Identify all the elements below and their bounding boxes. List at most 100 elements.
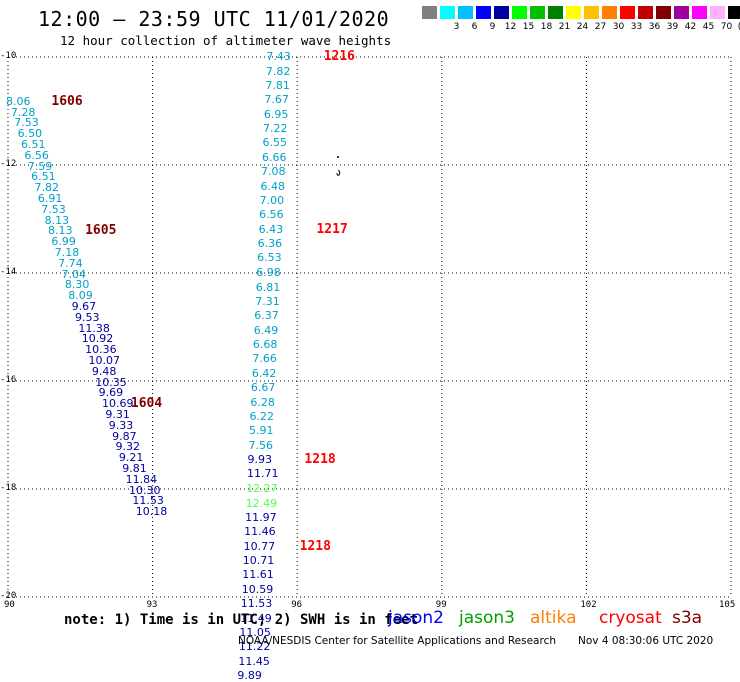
satellite-label-s3a: s3a <box>672 608 703 628</box>
wave-height-value: 7.82 <box>265 64 291 78</box>
legend-label: 70 <box>720 22 733 32</box>
wave-height-value: 7.22 <box>262 121 288 135</box>
wave-height-value: 9.93 <box>247 453 273 467</box>
wave-height-value: 11.22 <box>238 640 271 654</box>
wave-height-value: 7.53 <box>14 116 39 130</box>
wave-height-value: 9.67 <box>71 300 97 314</box>
wave-height-value: 9.89 <box>237 669 262 682</box>
wave-height-value: 8.13 <box>47 224 73 238</box>
wave-height-value: 6.53 <box>257 251 282 265</box>
y-tick-label: -14 <box>0 267 17 277</box>
wave-height-value: 7.18 <box>54 246 80 260</box>
wave-height-value: 7.82 <box>34 181 59 195</box>
wave-height-value: 10.36 <box>85 343 117 357</box>
y-tick-label: -10 <box>0 51 17 61</box>
wave-height-value: 6.48 <box>260 179 286 193</box>
wave-height-value: 7.59 <box>27 159 53 173</box>
legend-label: 36 <box>648 22 661 32</box>
satellite-label-cryosat: cryosat <box>599 608 662 628</box>
wave-height-value: 10.18 <box>135 505 168 519</box>
legend-swatch <box>584 6 599 19</box>
wave-height-value: 10.07 <box>88 354 120 368</box>
wave-height-value: 10.77 <box>243 539 276 553</box>
x-tick-label: 90 <box>4 600 15 610</box>
legend-swatch <box>548 6 563 19</box>
wave-height-value: 9.87 <box>112 429 137 443</box>
x-tick-label: 93 <box>146 600 158 610</box>
wave-height-value: 6.67 <box>250 381 276 395</box>
island-mark <box>337 156 339 158</box>
legend-label: 42 <box>684 22 697 32</box>
wave-height-value: 5.91 <box>248 424 274 438</box>
legend-swatch <box>440 6 455 19</box>
wave-height-value: 11.53 <box>132 494 164 508</box>
legend-swatch <box>530 6 545 19</box>
wave-height-value: 11.05 <box>239 626 271 640</box>
wave-height-value: 9.21 <box>118 451 144 465</box>
wave-height-value: 7.28 <box>10 105 36 119</box>
wave-height-value: 8.30 <box>64 278 90 292</box>
x-tick-label: 96 <box>291 600 303 610</box>
wave-height-value: 7.53 <box>41 202 66 216</box>
pass-label: 1606 <box>51 93 83 109</box>
y-tick-label: -12 <box>0 159 17 169</box>
wave-height-value: 7.74 <box>58 256 83 270</box>
wave-height-value: 6.43 <box>258 222 284 236</box>
legend-swatch <box>476 6 491 19</box>
pass-label: 1218 <box>304 452 336 468</box>
wave-height-value: 6.98 <box>256 266 281 279</box>
wave-height-value: 7.04 <box>61 267 86 281</box>
legend-label: 12 <box>504 22 517 32</box>
wave-height-value: 6.49 <box>253 323 279 337</box>
wave-height-value: 7.43 <box>266 50 291 63</box>
wave-height-value: 10.30 <box>128 483 161 497</box>
satellite-label-jason3: jason3 <box>459 608 515 628</box>
satellite-label-altika: altika <box>530 608 577 628</box>
wave-height-value: 6.28 <box>250 395 275 409</box>
timestamp: Nov 4 08:30:06 UTC 2020 <box>578 635 714 647</box>
y-tick-label: -18 <box>0 483 17 493</box>
legend-label: 24 <box>576 22 589 32</box>
x-tick-label: 102 <box>580 600 597 610</box>
pass-label: 1604 <box>130 396 163 412</box>
legend-label: 21 <box>558 22 571 32</box>
wave-height-value: 7.08 <box>261 165 286 179</box>
wave-height-value: 12.27 <box>246 482 278 495</box>
wave-height-value: 10.35 <box>95 375 127 389</box>
legend-label: 33 <box>630 22 643 32</box>
wave-height-value: 12.49 <box>245 496 278 510</box>
wave-height-value: 6.37 <box>254 309 279 323</box>
wave-height-value: 7.00 <box>259 194 285 208</box>
wave-height-value: 11.49 <box>240 611 272 625</box>
wave-height-value: 6.22 <box>249 410 274 424</box>
wave-height-value: 7.31 <box>255 294 280 308</box>
wave-height-value: 11.53 <box>240 597 273 611</box>
wave-height-value: 11.61 <box>242 568 274 582</box>
satellite-label-jason2: jason2 <box>388 608 444 628</box>
legend-swatch <box>602 6 617 19</box>
island-mark <box>336 169 341 176</box>
wave-height-value: 9.33 <box>108 418 134 432</box>
wave-height-value: 9.69 <box>98 386 124 400</box>
legend-label: 30 <box>612 22 625 32</box>
wave-height-value: 9.48 <box>91 364 117 378</box>
wave-height-value: 8.13 <box>44 213 70 227</box>
wave-height-value: 11.84 <box>125 472 158 486</box>
legend-label: 39 <box>666 22 679 32</box>
legend-label: 15 <box>522 22 535 32</box>
wave-height-value: 6.95 <box>263 107 289 121</box>
wave-height-value: 11.45 <box>238 654 270 668</box>
wave-height-value: 8.09 <box>68 289 93 303</box>
footnote: note: 1) Time is in UTC; 2) SWH is in fe… <box>64 612 419 628</box>
wave-height-value: 11.46 <box>244 525 276 539</box>
wave-height-value: 6.36 <box>257 237 283 251</box>
wave-height-value: 6.50 <box>17 127 43 141</box>
credit-line: NOAA/NESDIS Center for Satellite Applica… <box>238 635 556 647</box>
pass-label: 1605 <box>85 223 117 239</box>
wave-height-value: 11.97 <box>245 510 277 524</box>
legend-swatch <box>674 6 689 19</box>
wave-height-value: 6.99 <box>51 235 76 249</box>
wave-height-value: 9.31 <box>105 408 130 422</box>
y-tick-label: -20 <box>0 591 17 601</box>
wave-height-value: 10.69 <box>101 397 134 411</box>
